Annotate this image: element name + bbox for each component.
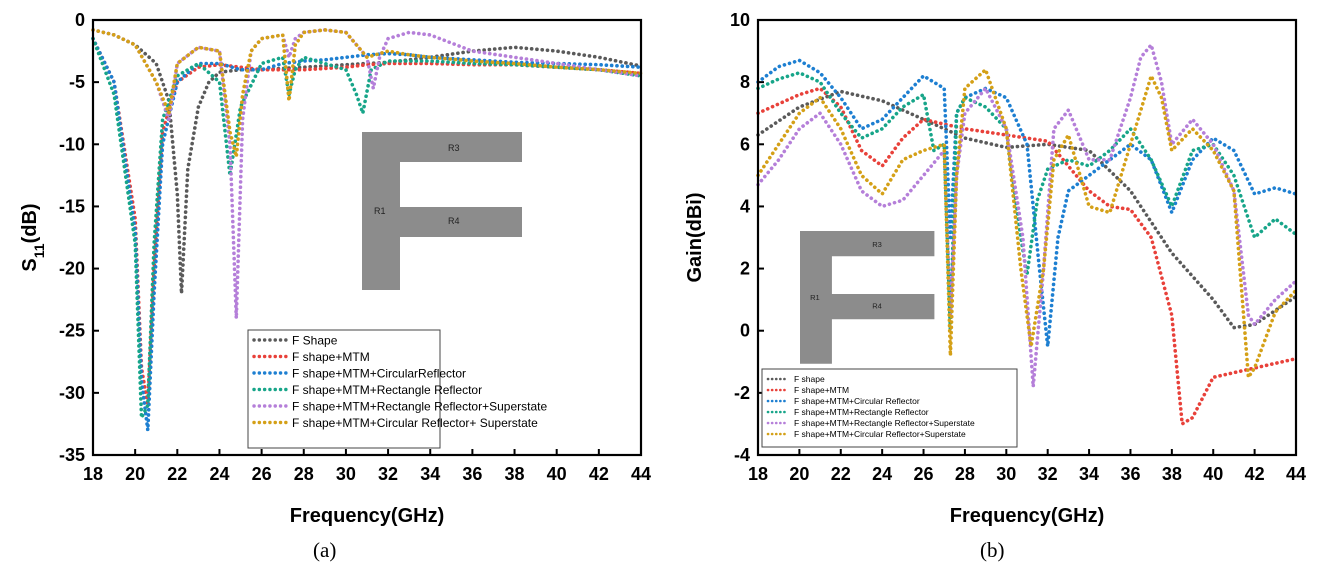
panel-b-x-tick-label: 34 (1079, 464, 1099, 484)
panel-a-y-axis-title-unit: (dB) (19, 203, 41, 243)
panel-a-legend: F Shape F shape+MTM F shape+MTM+CircularRe… (247, 329, 547, 449)
panel-b-inset-label-r3: R3 (872, 240, 882, 249)
panel-b-inset-label-r1: R1 (810, 293, 820, 302)
panel-b-series-line-1 (756, 89, 1298, 330)
panel-a-y-tick-label: 0 (75, 10, 85, 30)
panel-b-x-tick-label: 36 (1120, 464, 1140, 484)
panel-a-x-axis-title: Frequency(GHz) (290, 505, 444, 527)
panel-a-inset-label-r1: R1 (374, 206, 386, 216)
panel-a-y-axis-title-subscript: 11 (31, 243, 47, 258)
panel-a-x-tick-label: 28 (294, 464, 314, 484)
panel-b-series-line-5 (756, 43, 1298, 389)
panel-a-x-tick-label: 22 (167, 464, 187, 484)
panel-a-inset-label-r3: R3 (448, 143, 460, 153)
panel-b-y-tick-label: 0 (740, 321, 750, 341)
panel-b-f-shape (800, 231, 935, 364)
caption-a: (a) (313, 538, 337, 562)
panel-a-x-tick-label: 24 (209, 464, 229, 484)
panel-b-legend-box (761, 368, 1018, 448)
chart-panel-a: R1 R3 R4 18 20 22 24 26 28 30 32 34 36 38 40 42 44 0 -5 -10… (19, 10, 651, 527)
caption-b: (b) (980, 538, 1005, 562)
panel-b-legend-entry-1: F shape (794, 374, 825, 384)
panel-b-x-tick-label: 24 (872, 464, 892, 484)
panel-a-y-tick-label: -15 (59, 196, 85, 216)
panel-a-x-tick-label: 34 (420, 464, 440, 484)
panel-a-x-tick-label: 40 (547, 464, 567, 484)
panel-b-x-tick-label: 20 (789, 464, 809, 484)
panel-b-y-tick-label: 8 (740, 72, 750, 92)
panel-b-legend-entry-4: F shape+MTM+Rectangle Reflector (794, 407, 929, 417)
panel-a-x-tick-label: 26 (252, 464, 272, 484)
panel-b-x-tick-label: 40 (1203, 464, 1223, 484)
panel-a-legend-entry-5: F shape+MTM+Rectangle Reflector+Supersta… (292, 399, 547, 413)
panel-b-x-tick-label: 38 (1162, 464, 1182, 484)
panel-b-y-tick-label: -4 (734, 445, 750, 465)
panel-b-y-axis-title: Gain(dBi) (684, 193, 706, 283)
panel-b-x-tick-label: 26 (914, 464, 934, 484)
panel-b-legend-entry-6: F shape+MTM+Circular Reflector+Superstat… (794, 429, 966, 439)
panel-b-y-tick-label: 10 (730, 10, 750, 30)
panel-a-legend-entry-2: F shape+MTM (292, 350, 370, 364)
panel-b-x-tick-label: 30 (996, 464, 1016, 484)
panel-a-y-axis-title-main: S (19, 258, 41, 271)
panel-b-x-tick-label: 28 (955, 464, 975, 484)
panel-b-y-tick-label: -2 (734, 383, 750, 403)
panel-a-y-tick-label: -25 (59, 321, 85, 341)
panel-a-x-tick-label: 32 (378, 464, 398, 484)
panel-b-axes-frame (756, 18, 1298, 457)
panel-b-inset-label-r4: R4 (872, 301, 882, 310)
panel-a-legend-entry-1: F Shape (292, 333, 338, 347)
panel-a-x-tick-label: 36 (462, 464, 482, 484)
panel-a-series-line-1 (91, 28, 643, 296)
panel-a-axes-frame (91, 18, 643, 457)
panel-a-y-tick-label: -30 (59, 383, 85, 403)
panel-a-y-tick-label: -35 (59, 445, 85, 465)
panel-a-series-line-5 (91, 28, 643, 321)
panel-a-f-shape (362, 132, 522, 290)
panel-a-y-tick-label: -20 (59, 259, 85, 279)
panel-a-x-tick-label: 44 (631, 464, 651, 484)
panel-a-x-tick-label: 20 (125, 464, 145, 484)
panel-a-legend-entry-3: F shape+MTM+CircularReflector (292, 366, 466, 380)
panel-b-x-axis-title: Frequency(GHz) (950, 505, 1104, 527)
panel-a-x-tick-label: 18 (83, 464, 103, 484)
panel-b-legend-entry-2: F shape+MTM (794, 385, 849, 395)
panel-a-x-tick-label: 30 (336, 464, 356, 484)
panel-b-legend-entry-3: F shape+MTM+Circular Reflector (794, 396, 920, 406)
panel-b-x-tick-label: 32 (1038, 464, 1058, 484)
panel-a-inset-label-r4: R4 (448, 216, 460, 226)
panel-a-legend-entry-6: F shape+MTM+Circular Reflector+ Supersta… (292, 416, 538, 430)
panel-b-series-line-3 (756, 58, 1298, 349)
panel-a-y-tick-label: -5 (69, 72, 85, 92)
panel-b-y-tick-label: 2 (740, 259, 750, 279)
panel-a-legend-entry-4: F shape+MTM+Rectangle Reflector (292, 383, 482, 397)
panel-b-y-tick-label: 6 (740, 134, 750, 154)
panel-b-series-line-6 (756, 67, 1298, 380)
panel-b-y-tick-label: 4 (740, 196, 750, 216)
panel-b-x-tick-label: 44 (1286, 464, 1306, 484)
panel-a-f-shape-inset: R1 R3 R4 (362, 132, 522, 290)
panel-a-x-tick-label: 38 (505, 464, 525, 484)
panel-a-x-tick-label: 42 (589, 464, 609, 484)
panel-b-x-tick-label: 42 (1245, 464, 1265, 484)
panel-b-x-tick-label: 22 (831, 464, 851, 484)
panel-b-legend-entry-5: F shape+MTM+Rectangle Reflector+Supersta… (794, 418, 975, 428)
panel-b-x-tick-label: 18 (748, 464, 768, 484)
panel-a-y-axis-title: S11(dB) (19, 203, 47, 271)
panel-a-series-line-6 (91, 28, 643, 159)
panel-b-f-shape-inset: R1 R3 R4 (800, 231, 935, 364)
panel-a-y-tick-label: -10 (59, 134, 85, 154)
